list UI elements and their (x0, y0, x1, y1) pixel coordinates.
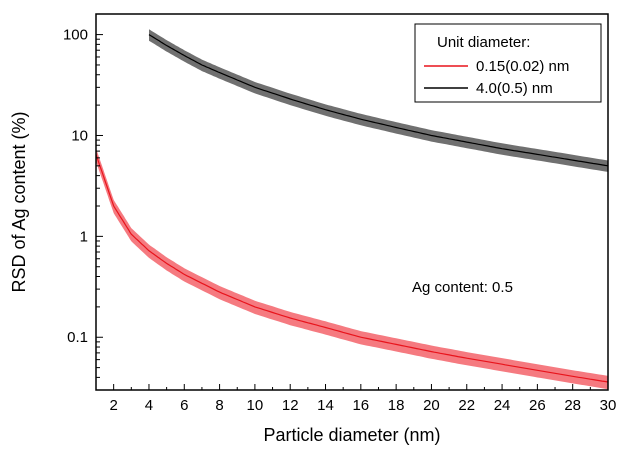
x-tick-label: 4 (145, 397, 153, 414)
x-tick-label: 10 (247, 397, 264, 414)
x-tick-label: 6 (180, 397, 188, 414)
x-tick-label: 26 (529, 397, 546, 414)
uncertainty-bands (96, 29, 608, 390)
band-series-0 (96, 148, 608, 390)
legend-entry-black: 4.0(0.5) nm (476, 80, 553, 97)
line-series-0 (95, 154, 609, 383)
x-tick-label: 2 (109, 397, 117, 414)
legend-box (414, 23, 602, 103)
x-tick-label: 20 (423, 397, 440, 414)
series-lines (95, 34, 609, 383)
x-tick-labels: 2 4 6 8 10 12 14 16 18 20 22 24 26 28 30 (109, 397, 616, 414)
x-tick-label: 30 (600, 397, 617, 414)
y-tick-label: 10 (71, 127, 88, 144)
y-axis-title: RSD of Ag content (%) (9, 111, 29, 292)
x-axis-title: Particle diameter (nm) (263, 425, 440, 445)
x-tick-label: 28 (564, 397, 581, 414)
y-tick-label: 0.1 (67, 329, 88, 346)
x-tick-label: 8 (215, 397, 223, 414)
legend: Unit diameter: 0.15(0.02) nm 4.0(0.5) nm (414, 23, 602, 103)
x-tick-label: 12 (282, 397, 299, 414)
x-tick-label: 22 (458, 397, 475, 414)
line-series-1 (148, 34, 609, 167)
x-tick-label: 18 (388, 397, 405, 414)
x-tick-label: 14 (317, 397, 334, 414)
x-tick-label: 24 (494, 397, 511, 414)
plot-frame (95, 13, 609, 391)
legend-entry-red: 0.15(0.02) nm (476, 58, 569, 75)
y-tick-label: 100 (63, 27, 88, 44)
y-tick-label: 1 (80, 228, 88, 245)
y-tick-labels: 0.1 1 10 100 (63, 27, 88, 347)
x-tick-label: 16 (352, 397, 369, 414)
annotation-ag-content: Ag content: 0.5 (412, 279, 513, 296)
band-series-1 (149, 29, 608, 172)
legend-title: Unit diameter: (437, 34, 530, 51)
